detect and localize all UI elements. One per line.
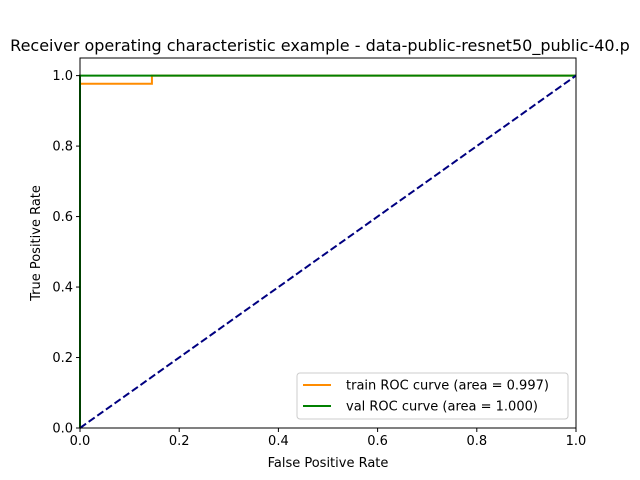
y-tick-label: 0.6	[52, 210, 73, 225]
x-tick-label: 0.4	[268, 434, 289, 449]
legend-label: train ROC curve (area = 0.997)	[346, 379, 549, 394]
x-tick-label: 1.0	[566, 434, 587, 449]
x-tick-label: 0.0	[70, 434, 91, 449]
x-tick-label: 0.6	[367, 434, 388, 449]
legend-label: val ROC curve (area = 1.000)	[346, 400, 538, 415]
y-axis-label: True Positive Rate	[29, 185, 44, 302]
y-tick-label: 0.0	[52, 422, 73, 437]
y-axis-ticks: 0.0 0.2 0.4 0.6 0.8 1.0	[52, 69, 80, 437]
y-tick-label: 1.0	[52, 69, 73, 84]
y-tick-label: 0.4	[52, 281, 73, 296]
y-tick-label: 0.2	[52, 351, 73, 366]
x-axis-label: False Positive Rate	[268, 456, 389, 471]
x-tick-label: 0.8	[466, 434, 487, 449]
legend: train ROC curve (area = 0.997) val ROC cu…	[296, 372, 569, 420]
plot-area	[80, 58, 576, 428]
x-axis-ticks: 0.0 0.2 0.4 0.6 0.8 1.0	[70, 428, 587, 449]
legend-box	[296, 372, 569, 420]
y-tick-label: 0.8	[52, 140, 73, 155]
chance-diagonal-line	[79, 74, 577, 429]
plot-frame	[79, 57, 577, 429]
x-tick-label: 0.2	[169, 434, 190, 449]
chart-title: Receiver operating characteristic exampl…	[10, 36, 630, 56]
